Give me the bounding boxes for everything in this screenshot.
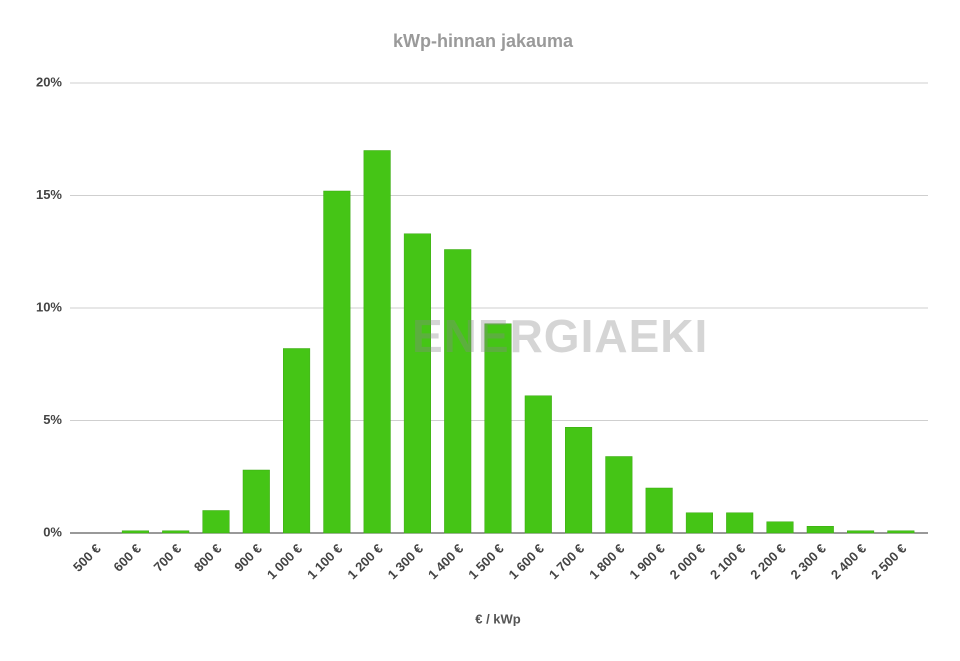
y-tick-label: 20% <box>36 74 62 89</box>
x-tick-label: 2 400 € <box>828 541 869 582</box>
x-tick-label: 1 400 € <box>425 541 466 582</box>
bar <box>363 150 391 534</box>
bar <box>403 233 431 534</box>
y-tick-label: 5% <box>43 412 62 427</box>
x-tick-label: 2 300 € <box>788 541 829 582</box>
bar <box>202 510 230 534</box>
x-tick-label: 2 500 € <box>868 541 909 582</box>
x-tick-label: 800 € <box>191 541 225 575</box>
x-tick-label: 2 100 € <box>707 541 748 582</box>
x-tick-label: 1 500 € <box>465 541 506 582</box>
x-tick-label: 1 300 € <box>385 541 426 582</box>
x-tick-label: 1 600 € <box>506 541 547 582</box>
x-tick-label: 500 € <box>70 541 104 575</box>
x-tick-label: 1 800 € <box>586 541 627 582</box>
x-tick-label: 1 100 € <box>304 541 345 582</box>
bar <box>444 249 472 534</box>
x-tick-label: 600 € <box>110 541 144 575</box>
bar <box>847 530 875 534</box>
x-tick-label: 1 700 € <box>546 541 587 582</box>
bar <box>645 487 673 534</box>
x-tick-label: 700 € <box>151 541 185 575</box>
bar <box>323 190 351 534</box>
y-tick-label: 0% <box>43 524 62 539</box>
bar <box>766 521 794 534</box>
bar <box>162 530 190 534</box>
bar <box>605 456 633 534</box>
bar <box>806 526 834 534</box>
chart-title: kWp-hinnan jakauma <box>393 31 574 51</box>
bar <box>685 512 713 534</box>
x-tick-label: 1 200 € <box>344 541 385 582</box>
bar <box>726 512 754 534</box>
bar <box>484 323 512 534</box>
x-tick-label: 1 900 € <box>626 541 667 582</box>
x-tick-label: 2 000 € <box>667 541 708 582</box>
y-tick-label: 15% <box>36 187 62 202</box>
bar <box>887 530 915 534</box>
bar <box>242 469 270 534</box>
bar <box>121 530 149 534</box>
x-tick-label: 2 200 € <box>747 541 788 582</box>
bar <box>565 427 593 534</box>
watermark: ENERGIAEKI <box>412 310 708 362</box>
bar <box>524 395 552 534</box>
y-tick-label: 10% <box>36 299 62 314</box>
bar <box>283 348 311 534</box>
x-axis-label: € / kWp <box>475 611 521 626</box>
x-tick-label: 900 € <box>231 541 265 575</box>
x-tick-label: 1 000 € <box>264 541 305 582</box>
